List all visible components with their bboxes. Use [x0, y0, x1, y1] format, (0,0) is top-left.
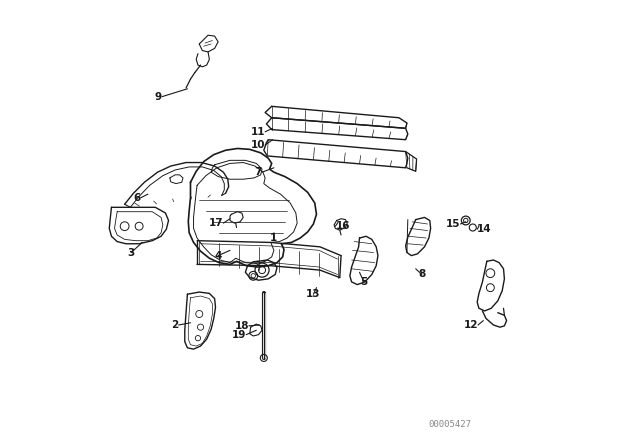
Text: 00005427: 00005427	[428, 421, 471, 430]
Text: 5: 5	[360, 277, 367, 287]
Text: 7: 7	[255, 167, 262, 177]
Text: 11: 11	[251, 127, 265, 137]
Text: 18: 18	[234, 321, 249, 331]
Text: 19: 19	[232, 330, 246, 340]
Text: 8: 8	[418, 270, 426, 280]
Text: 3: 3	[127, 248, 135, 258]
Text: 4: 4	[214, 250, 222, 261]
Text: 13: 13	[306, 289, 321, 299]
Text: 12: 12	[463, 320, 478, 330]
Text: 16: 16	[335, 221, 350, 231]
Text: 9: 9	[155, 92, 162, 102]
Text: 10: 10	[251, 140, 265, 150]
Text: 2: 2	[172, 320, 179, 330]
Text: 1: 1	[270, 233, 278, 243]
Text: 14: 14	[477, 224, 492, 234]
Text: 15: 15	[446, 219, 461, 229]
Text: 6: 6	[134, 193, 141, 202]
Text: 17: 17	[209, 218, 223, 228]
